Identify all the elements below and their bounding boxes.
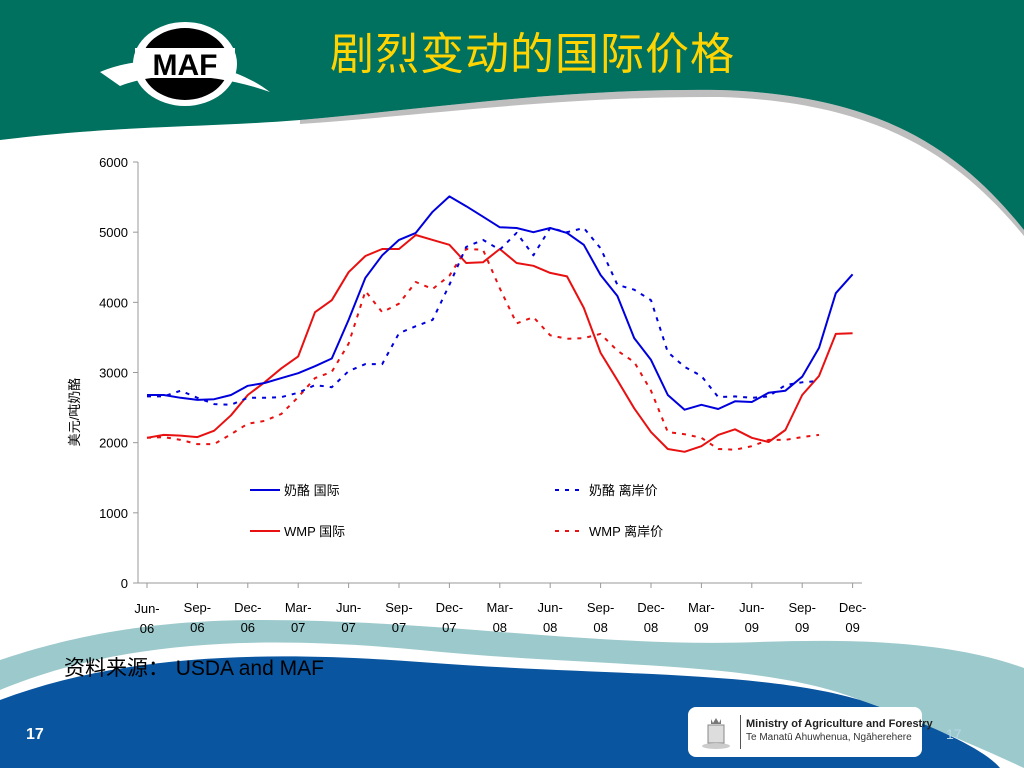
y-axis-title: 美元/吨奶酪 (67, 378, 82, 447)
x-tick-label: Sep- (788, 600, 815, 615)
page-number-right: 17 (946, 726, 962, 742)
x-tick-label: Dec- (839, 600, 866, 615)
x-tick-label-year: 08 (543, 620, 557, 635)
slide-title: 剧烈变动的国际价格 (330, 29, 735, 80)
footer-stripe (0, 620, 1024, 768)
series-line-0 (147, 195, 854, 411)
x-tick-label: Dec- (637, 600, 664, 615)
y-tick-label: 2000 (99, 436, 128, 451)
y-tick-label: 0 (121, 576, 128, 591)
y-tick-label: 3000 (99, 366, 128, 381)
x-tick-label: Jun- (336, 600, 361, 615)
ministry-logo-box: Ministry of Agriculture and Forestry Te … (688, 707, 933, 757)
source-note: 资料来源： USDA and MAF (64, 652, 324, 682)
page-number-left: 17 (26, 726, 44, 743)
header-band (0, 0, 1024, 230)
series-line-1 (147, 227, 820, 406)
legend-label: WMP 国际 (284, 524, 345, 539)
x-tick-label: Mar- (486, 600, 513, 615)
y-tick-label: 6000 (99, 155, 128, 170)
x-tick-label-year: 07 (392, 620, 406, 635)
ministry-name: Ministry of Agriculture and Forestry (746, 718, 933, 730)
legend-label: 奶酪 国际 (284, 483, 340, 498)
x-tick-label: Mar- (285, 600, 312, 615)
x-tick-label-year: 08 (593, 620, 607, 635)
ministry-maori-name: Te Manatū Ahuwhenua, Ngāherehere (746, 732, 912, 743)
x-tick-label-year: 08 (493, 620, 507, 635)
svg-text:MAF: MAF (153, 49, 218, 82)
y-tick-label: 5000 (99, 225, 128, 240)
x-tick-label-year: 07 (341, 620, 355, 635)
series-line-2 (146, 234, 853, 453)
legend-label: 奶酪 离岸价 (589, 483, 658, 498)
x-tick-label: Mar- (688, 600, 715, 615)
divider (740, 715, 741, 749)
x-tick-label-year: 09 (795, 620, 809, 635)
coat-of-arms-icon (702, 718, 730, 749)
source-label: 资料来源： (64, 656, 169, 680)
x-tick-label: Dec- (234, 600, 261, 615)
x-tick-label-year: 09 (745, 620, 759, 635)
legend-label: WMP 离岸价 (589, 524, 663, 539)
maf-logo: MAF (100, 22, 270, 106)
source-text: USDA and MAF (175, 657, 324, 680)
x-tick-label-year: 08 (644, 620, 658, 635)
x-tick-label: Jun- (739, 600, 764, 615)
x-tick-label-year: 07 (442, 620, 456, 635)
x-tick-label-year: 07 (291, 620, 305, 635)
x-tick-label-year: 09 (694, 620, 708, 635)
x-tick-label: Sep- (385, 600, 412, 615)
x-tick-label: Sep- (184, 600, 211, 615)
x-tick-label-year: 06 (241, 620, 255, 635)
series-line-3 (146, 248, 820, 451)
x-tick-label-year: 09 (845, 620, 859, 635)
y-tick-label: 4000 (99, 295, 128, 310)
x-tick-label-year: 06 (190, 620, 204, 635)
x-tick-label: Dec- (436, 600, 463, 615)
x-tick-label: Jun- (538, 600, 563, 615)
x-tick-label: Sep- (587, 600, 614, 615)
x-tick-label-first: Jun-06 (134, 601, 160, 636)
y-tick-label: 1000 (99, 506, 128, 521)
